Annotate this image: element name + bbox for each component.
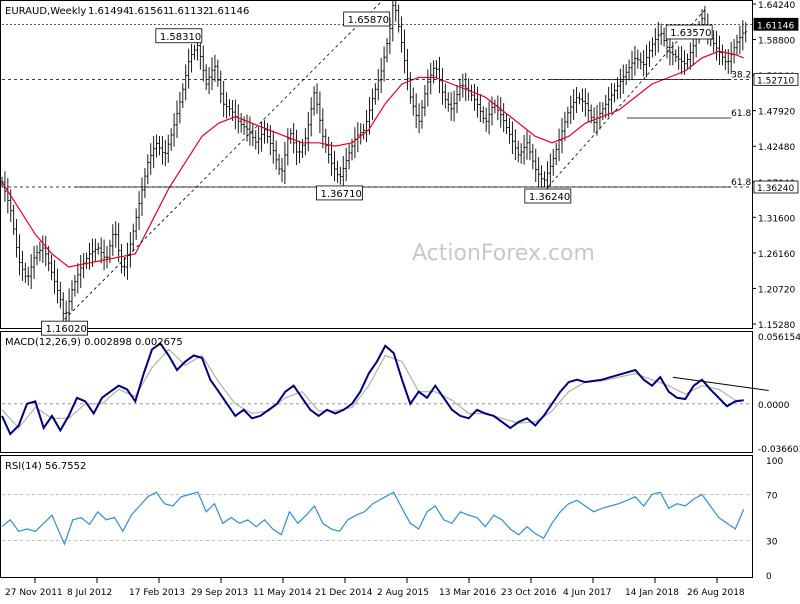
price-tick-label: 1.26160 [758, 250, 795, 260]
x-tick-label: 11 May 2014 [253, 588, 312, 598]
chart-title: EURAUD,Weekly [5, 6, 86, 17]
macd-zero-label: 0.0000 [758, 401, 790, 411]
rsi-tick-label: 0 [766, 572, 772, 582]
ohlc-low: 1.61132 [168, 6, 209, 17]
x-tick-label: 4 Jun 2017 [563, 588, 611, 598]
moving-average-line [1, 50, 744, 268]
level-2-box [753, 180, 799, 194]
price-label-box [316, 185, 363, 201]
rsi-line [1, 491, 745, 546]
x-tick-label: 27 Nov 2011 [5, 588, 63, 598]
fib-label: 38.2 [731, 70, 751, 80]
price-tick-label: 1.15280 [758, 321, 795, 331]
x-tick-label: 8 Jul 2012 [67, 588, 112, 598]
price-panel-frame [0, 0, 753, 329]
price-tick-label: 1.47920 [758, 108, 795, 118]
rsi-series [1, 491, 752, 546]
macd-title: MACD(12,26,9) 0.002898 0.002675 [5, 337, 183, 348]
level-1-text: 1.52710 [757, 76, 794, 86]
last-price-box [753, 17, 799, 31]
rsi-tick-label: 100 [766, 457, 783, 467]
price-label-box [41, 320, 88, 336]
price-tick-label: 1.64240 [758, 1, 795, 11]
x-tick-label: 2 Aug 2015 [377, 588, 429, 598]
last-price-text: 1.61146 [757, 21, 794, 31]
price-label-text: 1.63570 [670, 28, 711, 39]
x-tick-label: 17 Feb 2013 [129, 588, 185, 598]
price-tick-label: 1.20720 [758, 285, 795, 295]
price-label-text: 1.65870 [348, 15, 389, 26]
ohlc-open: 1.61494 [88, 6, 129, 17]
macd-trendline [672, 376, 769, 391]
macd-tick-label: -0.036601 [758, 445, 800, 455]
axes: 1.642401.588001.533601.479201.424801.370… [5, 1, 800, 598]
x-tick-label: 21 Dec 2014 [315, 588, 373, 598]
rsi-panel-frame [0, 455, 753, 578]
price-label-text: 1.36710 [321, 189, 362, 200]
price-label-box [524, 188, 572, 204]
macd-series [1, 341, 769, 436]
macd-tick-label: 0.056154 [758, 333, 800, 343]
watermark: ActionForex.com [412, 241, 595, 266]
price-tick-label: 1.58800 [758, 37, 795, 47]
rsi-tick-label: 30 [766, 538, 778, 548]
fib-label: 61.8 [731, 109, 751, 119]
price-label-box [665, 24, 713, 40]
x-tick-label: 13 Mar 2016 [439, 588, 496, 598]
macd-panel-frame [0, 331, 753, 453]
macd-signal-line [1, 348, 744, 429]
price-label-box [155, 28, 203, 44]
price-label-text: 1.16020 [46, 324, 87, 335]
price-tick-label: 1.31600 [758, 214, 795, 224]
price-label-box [343, 11, 391, 27]
macd-line [1, 341, 744, 436]
ohlc-close: 1.61146 [208, 6, 249, 17]
price-label-text: 1.58310 [160, 32, 201, 43]
price-label-text: 1.36240 [529, 192, 570, 203]
rsi-title: RSI(14) 56.7552 [5, 461, 86, 472]
level-1-box [753, 72, 799, 86]
x-tick-label: 29 Sep 2013 [191, 588, 248, 598]
rsi-tick-label: 70 [766, 492, 778, 502]
x-tick-label: 23 Oct 2016 [501, 588, 557, 598]
macd-zero-box [754, 397, 798, 410]
fib-label: 61.8 [731, 178, 751, 188]
price-tick-label: 1.42480 [758, 143, 795, 153]
price-series: 38.2 61.8 61.8 1.16020 1.58310 1.36710 1.65870… [0, 0, 752, 336]
x-tick-label: 26 Aug 2018 [687, 588, 745, 598]
ohlc-high: 1.61561 [128, 6, 169, 17]
x-tick-label: 14 Jan 2018 [625, 588, 679, 598]
level-2-text: 1.36240 [757, 184, 794, 194]
